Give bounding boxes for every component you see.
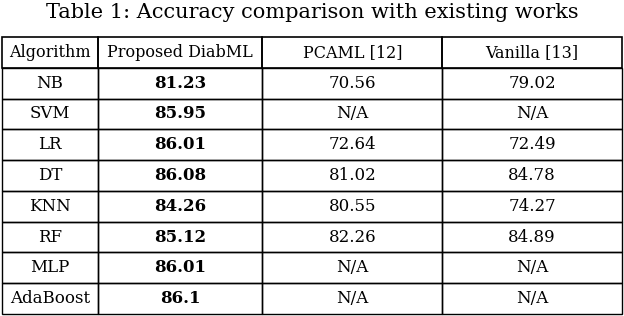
Text: 85.12: 85.12 xyxy=(154,228,207,246)
Text: 81.23: 81.23 xyxy=(154,75,207,92)
Text: 84.78: 84.78 xyxy=(508,167,556,184)
Text: NB: NB xyxy=(37,75,64,92)
Bar xyxy=(2,129,98,160)
Text: Table 1: Accuracy comparison with existing works: Table 1: Accuracy comparison with existi… xyxy=(46,3,578,22)
Bar xyxy=(263,283,442,314)
Text: 84.89: 84.89 xyxy=(509,228,556,246)
Bar xyxy=(442,99,622,129)
Text: 85.95: 85.95 xyxy=(154,106,207,122)
Text: N/A: N/A xyxy=(516,106,548,122)
Bar xyxy=(2,160,98,191)
Bar xyxy=(98,129,263,160)
Text: 72.64: 72.64 xyxy=(328,136,376,153)
Bar xyxy=(2,252,98,283)
Bar xyxy=(263,160,442,191)
Bar xyxy=(98,160,263,191)
Text: N/A: N/A xyxy=(336,290,368,307)
Bar xyxy=(2,222,98,252)
Text: MLP: MLP xyxy=(31,259,70,276)
Text: 82.26: 82.26 xyxy=(328,228,376,246)
Bar xyxy=(263,129,442,160)
Bar xyxy=(2,99,98,129)
Text: 86.01: 86.01 xyxy=(154,259,207,276)
Text: 79.02: 79.02 xyxy=(509,75,556,92)
Text: RF: RF xyxy=(38,228,62,246)
Text: AdaBoost: AdaBoost xyxy=(10,290,90,307)
Bar xyxy=(98,222,263,252)
Text: PCAML [12]: PCAML [12] xyxy=(303,44,402,61)
Text: 72.49: 72.49 xyxy=(509,136,556,153)
Text: Algorithm: Algorithm xyxy=(9,44,91,61)
Bar xyxy=(442,129,622,160)
Text: Proposed DiabML: Proposed DiabML xyxy=(107,44,253,61)
Bar xyxy=(98,37,263,68)
Bar xyxy=(98,283,263,314)
Text: 70.56: 70.56 xyxy=(329,75,376,92)
Bar xyxy=(263,99,442,129)
Text: N/A: N/A xyxy=(516,290,548,307)
Bar xyxy=(442,68,622,99)
Bar xyxy=(263,191,442,222)
Bar xyxy=(442,37,622,68)
Text: 74.27: 74.27 xyxy=(508,198,556,215)
Text: N/A: N/A xyxy=(336,106,368,122)
Bar xyxy=(442,160,622,191)
Bar xyxy=(2,283,98,314)
Text: LR: LR xyxy=(38,136,62,153)
Bar xyxy=(2,191,98,222)
Bar xyxy=(98,191,263,222)
Bar xyxy=(2,37,98,68)
Bar xyxy=(98,252,263,283)
Bar xyxy=(263,252,442,283)
Text: 86.1: 86.1 xyxy=(160,290,200,307)
Bar xyxy=(2,68,98,99)
Text: 80.55: 80.55 xyxy=(329,198,376,215)
Text: DT: DT xyxy=(38,167,62,184)
Text: 84.26: 84.26 xyxy=(154,198,207,215)
Text: 81.02: 81.02 xyxy=(328,167,376,184)
Bar xyxy=(263,68,442,99)
Bar xyxy=(442,191,622,222)
Bar xyxy=(98,68,263,99)
Text: 86.01: 86.01 xyxy=(154,136,207,153)
Bar xyxy=(442,283,622,314)
Text: N/A: N/A xyxy=(516,259,548,276)
Bar xyxy=(98,99,263,129)
Text: KNN: KNN xyxy=(29,198,71,215)
Text: Vanilla [13]: Vanilla [13] xyxy=(485,44,578,61)
Bar xyxy=(442,252,622,283)
Text: 86.08: 86.08 xyxy=(154,167,207,184)
Bar xyxy=(263,222,442,252)
Text: N/A: N/A xyxy=(336,259,368,276)
Bar xyxy=(263,37,442,68)
Text: SVM: SVM xyxy=(30,106,71,122)
Bar xyxy=(442,222,622,252)
